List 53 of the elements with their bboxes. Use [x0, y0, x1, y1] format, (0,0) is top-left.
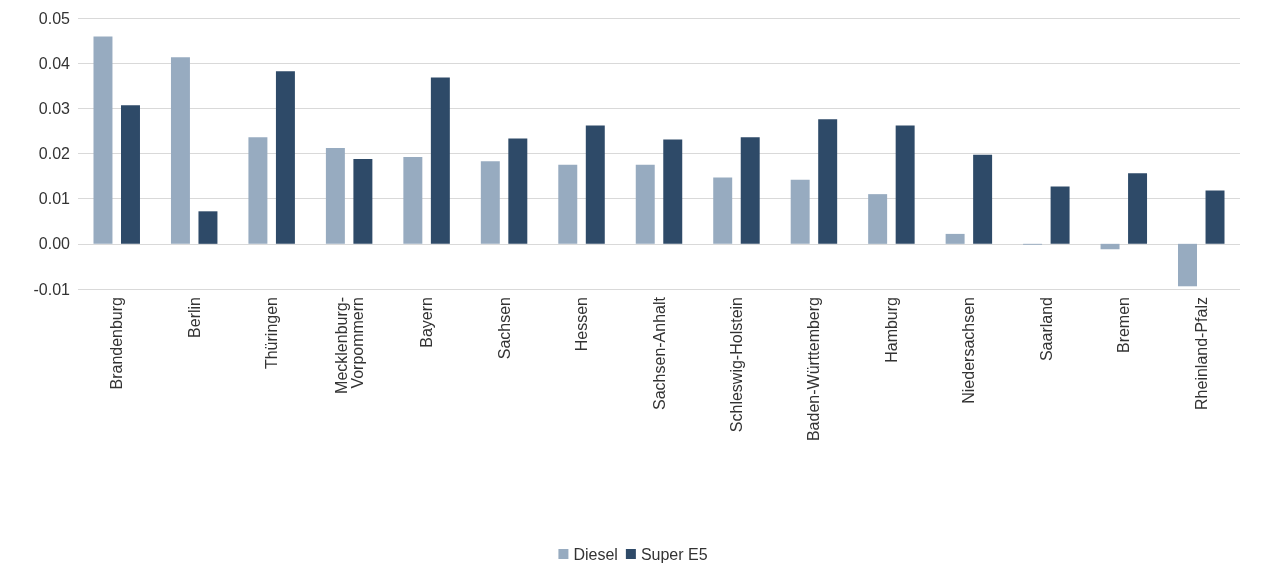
y-tick-label: 0.00 [38, 235, 71, 253]
bar [1128, 173, 1148, 244]
bar [353, 158, 373, 244]
bar [1050, 186, 1070, 244]
x-tick-label: Brandenburg [108, 297, 126, 390]
y-tick-label: 0.02 [38, 145, 71, 162]
bar [818, 119, 838, 244]
bar [973, 154, 993, 244]
x-tick-label: Rheinland-Pfalz [1192, 297, 1210, 410]
x-tick-label: Hessen [573, 297, 591, 352]
bar [325, 148, 345, 244]
x-tick-label: Bayern [418, 297, 436, 348]
x-tick-label: Berlin [185, 297, 203, 338]
x-tick-label: Niedersachsen [960, 297, 978, 404]
bar [585, 125, 605, 244]
x-tick-label: Mecklenburg- Vorpommern [332, 297, 366, 394]
x-tick-label: Thüringen [263, 297, 281, 370]
legend-label: Super E5 [640, 545, 708, 563]
bar [740, 137, 760, 244]
bar [403, 157, 423, 244]
bar [945, 233, 965, 244]
bar [1178, 243, 1197, 287]
bar [635, 164, 655, 244]
bar [248, 137, 268, 244]
x-tick-label: Saarland [1037, 297, 1055, 362]
bar [895, 125, 915, 244]
bar [663, 139, 683, 244]
y-tick-label: 0.01 [38, 190, 71, 208]
bar [93, 36, 113, 244]
bar [1205, 190, 1225, 244]
y-tick-label: -0.01 [33, 280, 71, 298]
bar [790, 179, 810, 244]
bar [198, 211, 218, 244]
bar [480, 161, 500, 244]
legend-label: Diesel [573, 545, 618, 563]
x-tick-label: Sachsen-Anhalt [650, 296, 668, 410]
bar [275, 71, 295, 244]
x-tick-label: Hamburg [882, 297, 900, 363]
bar [558, 164, 578, 244]
bar [430, 77, 450, 244]
y-tick-label: 0.05 [38, 9, 71, 27]
bar [713, 177, 733, 244]
x-tick-label: Baden-Württemberg [805, 297, 823, 442]
bar [121, 105, 140, 244]
y-tick-label: 0.03 [38, 99, 71, 117]
bar [170, 57, 190, 244]
x-tick-label: Sachsen [495, 297, 513, 360]
bar [868, 194, 888, 244]
bar [508, 138, 528, 244]
y-tick-label: 0.04 [38, 54, 71, 72]
x-tick-label: Bremen [1115, 297, 1133, 354]
bar [1100, 243, 1120, 250]
x-tick-label: Schleswig-Holstein [727, 297, 745, 433]
